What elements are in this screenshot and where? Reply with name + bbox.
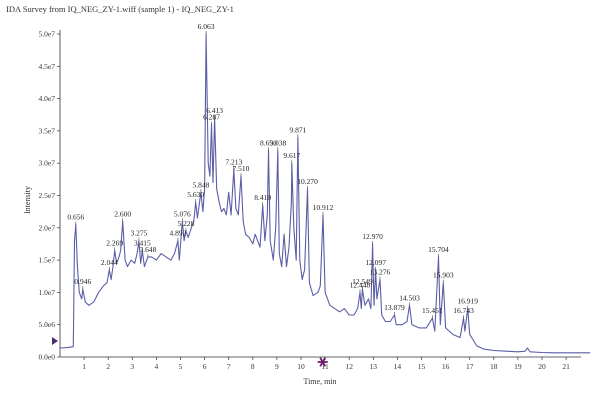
peak-label: 5.076: [174, 209, 191, 218]
peak-label: 2.044: [101, 258, 118, 267]
x-tick-label: 5: [179, 362, 183, 371]
peak-label: 3.275: [130, 229, 147, 238]
x-tick-label: 13: [370, 362, 378, 371]
x-tick-label: 21: [562, 362, 570, 371]
x-tick-label: 1: [82, 362, 86, 371]
peak-label: 12.970: [362, 232, 383, 241]
y-tick-label: 2.5e7: [39, 191, 56, 200]
peak-label: 15.903: [433, 271, 454, 280]
peak-label: 6.063: [198, 22, 215, 31]
x-tick-label: 17: [466, 362, 474, 371]
series-line: [59, 33, 591, 354]
peak-label: 10.912: [313, 203, 334, 212]
peak-label: 5.630: [187, 190, 204, 199]
series-layer: [59, 33, 591, 354]
peak-label: 8.650: [260, 138, 277, 147]
x-tick-label: 11: [321, 362, 328, 371]
start-arrow-icon: [52, 337, 58, 345]
x-tick-label: 7: [227, 362, 231, 371]
peak-label: 13.879: [384, 303, 405, 312]
x-axis-label: Time, min: [303, 377, 336, 386]
peak-label: 15.704: [428, 245, 449, 254]
y-tick-label: 0.0e0: [39, 353, 56, 362]
y-tick-label: 3.0e7: [39, 159, 56, 168]
x-tick-label: 15: [418, 362, 426, 371]
x-tick-label: 12: [345, 362, 353, 371]
peak-label: 4.892: [169, 229, 186, 238]
peak-label: 5.848: [192, 180, 209, 189]
x-tick-label: 9: [275, 362, 279, 371]
peak-label: 0.946: [74, 277, 91, 286]
x-tick-label: 16: [442, 362, 450, 371]
peak-label: 7.510: [233, 164, 250, 173]
x-tick-label: 19: [514, 362, 522, 371]
peak-label: 9.871: [289, 125, 306, 134]
peak-label: 9.617: [283, 151, 300, 160]
y-tick-label: 1.0e7: [39, 288, 56, 297]
x-tick-label: 4: [155, 362, 159, 371]
peak-label: 3.648: [139, 245, 156, 254]
peak-label: 6.287: [203, 112, 220, 121]
asterisk-icon: [317, 357, 328, 367]
x-tick-label: 14: [394, 362, 402, 371]
peak-label: 14.503: [399, 293, 420, 302]
peak-label: 8.410: [254, 193, 271, 202]
peak-label: 12.097: [365, 258, 386, 267]
peak-label: 2.600: [114, 209, 131, 218]
x-axis-ticks: 1 2 3 4 5 6 7 8 9 10 11 12 13 14 15 16 17 18 19 20 21: [82, 357, 570, 371]
peak-label: 15.451: [422, 306, 443, 315]
peak-label: 6.413: [206, 106, 223, 115]
peak-labels-layer: 0.656 0.946 2.044 2.269 2.600 3.2753.4153.648…: [67, 22, 478, 319]
axes: [59, 30, 581, 358]
peak-label: 7.213: [225, 158, 242, 167]
y-tick-label: 5.0e7: [39, 30, 56, 39]
y-axis-label: Intensity: [23, 186, 32, 214]
peak-label: 9.038: [269, 138, 286, 147]
markers-layer: [52, 337, 328, 367]
peak-label: 3.415: [134, 238, 151, 247]
peak-label: 10.270: [297, 177, 318, 186]
peak-label: 12.549: [352, 277, 373, 286]
x-tick-label: 3: [130, 362, 134, 371]
x-tick-label: 2: [106, 362, 110, 371]
y-tick-label: 5.0e6: [39, 320, 56, 329]
y-tick-label: 4.5e7: [39, 62, 56, 71]
asterisk-stroke: [319, 357, 326, 367]
y-tick-label: 2.0e7: [39, 223, 56, 232]
chart-title: IDA Survey from IQ_NEG_ZY-1.wiff (sample…: [6, 4, 234, 14]
x-tick-label: 18: [490, 362, 498, 371]
peak-label: 5.228: [178, 219, 195, 228]
y-tick-label: 1.5e7: [39, 256, 56, 265]
peak-label: 16.743: [453, 306, 474, 315]
peak-label: 13.276: [370, 267, 391, 276]
x-tick-label: 8: [251, 362, 255, 371]
x-tick-label: 6: [203, 362, 207, 371]
peak-label: 2.269: [106, 238, 123, 247]
y-axis-ticks: 0.0e0 5.0e6 1.0e7 1.5e7 2.0e7 2.5e7 3.0e7 3.5e7…: [39, 30, 60, 362]
peak-label: 12.448: [350, 280, 371, 289]
peak-label: 0.656: [67, 213, 84, 222]
x-tick-label: 20: [538, 362, 546, 371]
y-tick-label: 3.5e7: [39, 126, 56, 135]
peak-label: 16.919: [457, 297, 478, 306]
x-tick-label: 10: [297, 362, 305, 371]
y-tick-label: 4.0e7: [39, 94, 56, 103]
